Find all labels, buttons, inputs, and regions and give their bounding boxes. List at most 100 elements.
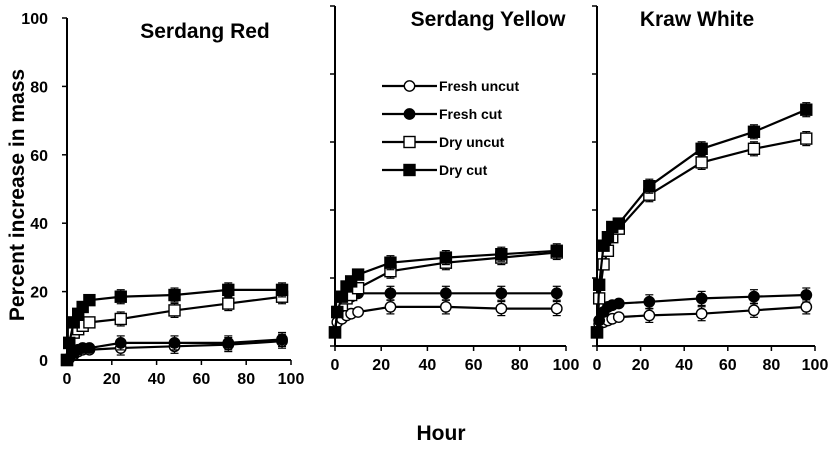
data-point xyxy=(114,290,127,303)
data-point xyxy=(612,297,625,310)
data-point xyxy=(597,258,610,271)
panel-title: Serdang Red xyxy=(140,20,270,43)
data-point xyxy=(114,312,127,326)
data-point xyxy=(643,309,656,322)
legend-marker xyxy=(403,163,416,177)
y-axis-label: Percent increase in mass xyxy=(6,69,29,321)
data-point xyxy=(747,125,761,139)
data-point xyxy=(439,287,452,300)
series-fresh-cut xyxy=(591,287,813,339)
data-point xyxy=(550,302,563,315)
data-point xyxy=(643,179,656,193)
legend-item: Dry cut xyxy=(382,162,488,178)
data-point xyxy=(83,293,96,307)
x-tick-label: 20 xyxy=(632,357,650,374)
data-point xyxy=(384,256,397,269)
data-point xyxy=(168,336,181,349)
y-tick-label: 40 xyxy=(30,216,48,233)
panel-1: 0 20 40 60 80 100 0 20 40 60 80 100 Serdang Red Perce… xyxy=(6,11,466,445)
y-tick-label: 100 xyxy=(21,11,48,28)
x-tick-label: 60 xyxy=(465,357,483,374)
data-point xyxy=(384,287,397,300)
data-point xyxy=(76,300,89,314)
x-tick-label: 40 xyxy=(675,357,693,374)
panel-title: Kraw White xyxy=(640,8,754,31)
data-point xyxy=(344,275,358,288)
data-point xyxy=(439,251,453,264)
data-point xyxy=(222,283,235,297)
data-point xyxy=(328,326,342,339)
data-point xyxy=(695,307,708,320)
panel-2: 0 20 40 60 80 100 Serdang Yellow xyxy=(328,5,580,374)
data-point xyxy=(335,290,349,303)
panel-3: 0 20 40 60 80 100 Kraw White xyxy=(590,5,829,374)
data-point xyxy=(63,336,76,350)
legend-marker xyxy=(403,80,416,92)
data-point xyxy=(695,142,708,156)
x-tick-label: 100 xyxy=(553,357,580,374)
data-point xyxy=(352,306,364,318)
data-point xyxy=(800,300,813,313)
x-axis-label: Hour xyxy=(417,422,466,445)
x-tick-label: 80 xyxy=(237,371,255,388)
legend-item: Fresh cut xyxy=(382,106,502,122)
legend-marker xyxy=(403,135,416,149)
data-point xyxy=(747,142,761,156)
x-tick-label: 60 xyxy=(719,357,737,374)
data-point xyxy=(800,132,813,145)
series-dry-cut xyxy=(60,282,289,367)
data-point xyxy=(550,244,563,258)
data-point xyxy=(276,333,288,346)
x-tick-label: 80 xyxy=(763,357,781,374)
x-tick-label: 0 xyxy=(63,371,72,388)
data-point xyxy=(695,156,708,169)
data-point xyxy=(439,300,452,313)
data-point xyxy=(222,336,235,349)
data-point xyxy=(612,217,625,230)
data-point xyxy=(800,103,813,116)
legend: Fresh uncut Fresh cut Dry uncut Dry cut xyxy=(382,78,519,178)
data-point xyxy=(60,353,74,367)
x-tick-label: 20 xyxy=(103,371,121,388)
legend-label: Fresh uncut xyxy=(439,78,519,94)
data-point xyxy=(495,302,508,315)
series-dry-cut xyxy=(590,102,813,339)
data-point xyxy=(114,336,127,349)
x-tick-label: 0 xyxy=(593,357,602,374)
x-tick-label: 100 xyxy=(802,357,829,374)
x-tick-label: 100 xyxy=(278,371,305,388)
y-tick-label: 20 xyxy=(30,285,48,302)
data-point xyxy=(168,304,181,317)
data-point xyxy=(550,287,563,300)
data-point xyxy=(643,295,656,308)
data-point xyxy=(748,290,760,303)
legend-item: Dry uncut xyxy=(382,134,505,150)
legend-label: Dry uncut xyxy=(439,134,505,150)
data-point xyxy=(83,342,96,354)
panel-title: Serdang Yellow xyxy=(411,8,566,31)
data-point xyxy=(495,247,508,261)
data-point xyxy=(612,311,625,323)
x-tick-label: 20 xyxy=(372,357,390,374)
y-tick-label: 60 xyxy=(30,148,48,165)
y-tick-label: 0 xyxy=(39,353,48,370)
x-tick-label: 40 xyxy=(419,357,437,374)
series-fresh-uncut xyxy=(329,299,563,339)
data-point xyxy=(384,300,397,313)
data-point xyxy=(590,326,604,339)
data-point xyxy=(800,289,813,301)
legend-item: Fresh uncut xyxy=(382,78,519,94)
legend-label: Fresh cut xyxy=(439,106,502,122)
data-point xyxy=(275,283,289,297)
x-tick-label: 0 xyxy=(331,357,340,374)
data-point xyxy=(83,316,96,329)
data-point xyxy=(168,288,181,302)
data-point xyxy=(495,287,508,300)
data-point xyxy=(592,278,606,291)
x-tick-label: 60 xyxy=(193,371,211,388)
data-point xyxy=(748,304,760,317)
legend-marker xyxy=(403,108,416,120)
data-point xyxy=(695,292,708,305)
